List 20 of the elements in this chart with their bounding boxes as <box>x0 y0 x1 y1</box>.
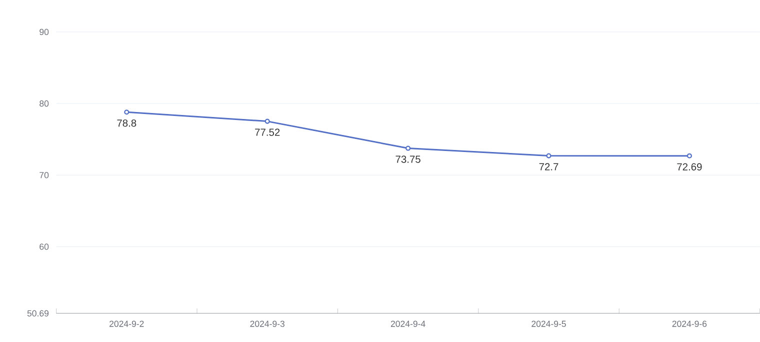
point <box>546 153 552 158</box>
x-tick-label: 2024-9-2 <box>110 320 144 327</box>
data-label: 78.8 <box>117 119 136 127</box>
x-tick-label: 2024-9-6 <box>672 320 707 327</box>
data-label: 73.75 <box>396 156 420 163</box>
data-label: 72.7 <box>539 163 558 170</box>
data-label: 77.52 <box>255 128 280 136</box>
data-label: 72.69 <box>677 163 702 170</box>
y-tick-label: 90 <box>40 28 49 36</box>
x-tick-label: 2024-9-3 <box>250 320 284 327</box>
point <box>124 110 130 115</box>
x-tick-label: 2024-9-5 <box>532 320 566 327</box>
y-tick-label: 80 <box>40 100 49 107</box>
point <box>264 118 270 124</box>
point <box>686 153 692 158</box>
y-tick-label: 50.69 <box>27 310 49 316</box>
x-tick-label: 2024-9-4 <box>390 320 426 327</box>
point <box>406 146 411 151</box>
y-tick-label: 70 <box>40 172 49 178</box>
y-tick-label: 60 <box>40 244 49 250</box>
